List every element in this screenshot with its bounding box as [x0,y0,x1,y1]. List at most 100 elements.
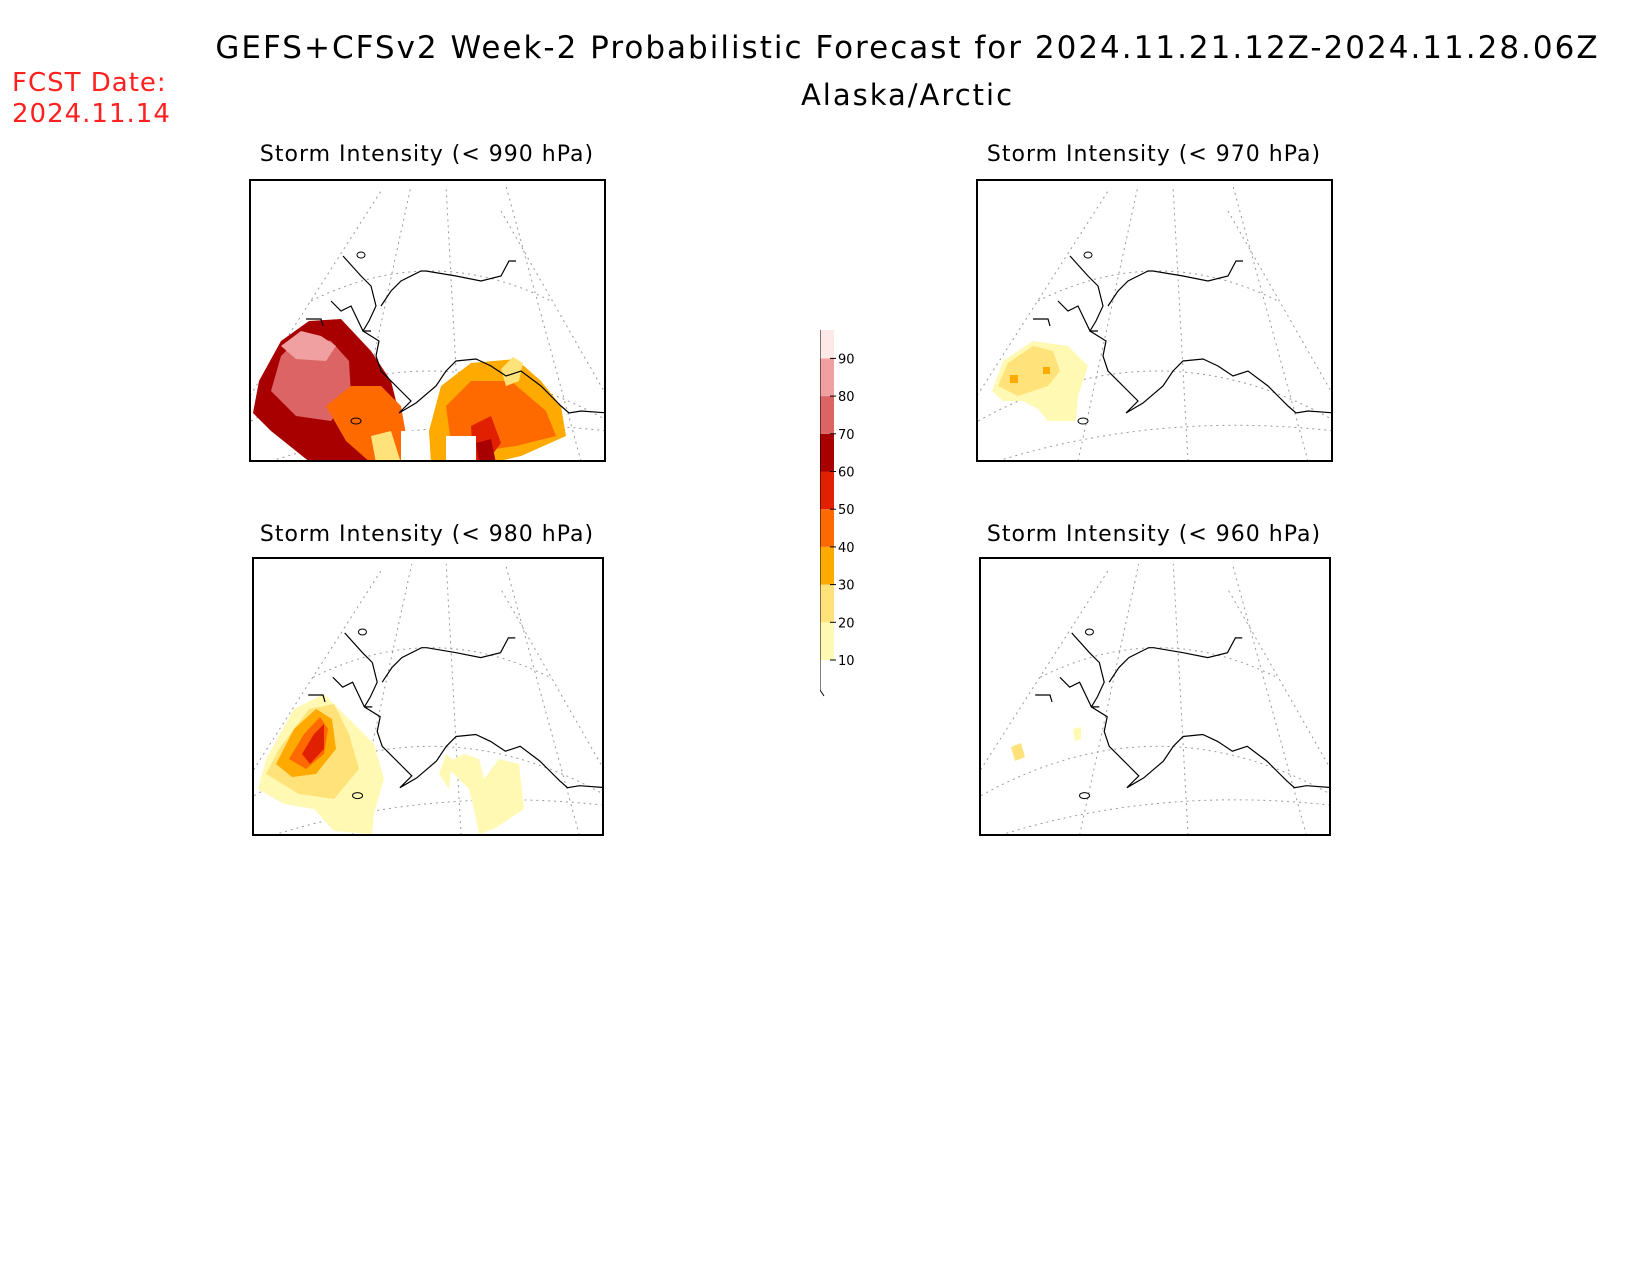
probability-fill-970 [992,341,1088,421]
colorbar-label-20: 20 [838,616,855,631]
colorbar-label-70: 70 [838,428,855,443]
map-990-svg [251,185,604,460]
shade-960-b [1073,727,1081,741]
coastline-peninsula [1035,694,1053,703]
parallel-line [1002,799,1329,834]
region-subtitle: Alaska/Arctic [800,78,1015,112]
map-960-svg [981,563,1329,834]
coastline-west [1057,300,1098,332]
coastline-west [330,300,371,332]
island [1083,251,1093,259]
coastline [342,255,604,414]
shade-970-orange-a [1010,375,1018,383]
panel-title-990: Storm Intensity (< 990 hPa) [259,142,595,167]
colorbar-label-30: 30 [838,579,855,594]
panel-title-970: Storm Intensity (< 970 hPa) [986,142,1322,167]
parallel-line [1039,647,1278,678]
coastline [1071,632,1329,789]
meridian-line [978,190,1109,396]
colorbar-label-40: 40 [838,541,855,556]
probability-fill-990 [253,319,566,460]
meridian-line [1227,210,1331,393]
coastline-peninsula [1033,318,1051,327]
map-980-svg [254,563,602,834]
island [357,628,367,636]
parallel-line [312,647,551,678]
shade-990-east-yellow [501,357,523,386]
meridian-line [500,588,602,768]
island [1084,628,1094,636]
parallel-line [310,270,552,302]
forecast-date-label: FCST Date: [12,68,167,98]
colorbar-box-20 [820,584,834,623]
shade-960-a [1011,743,1025,761]
parallel-line [275,799,602,834]
coastline-north [381,637,516,683]
colorbar-box-80 [820,358,834,397]
shade-990-pink [271,336,351,421]
shade-990-east-dark [476,439,496,460]
shade-990-yellow-w [371,431,401,460]
island [356,251,366,259]
meridian-line [251,190,382,396]
meridian-line [981,568,1110,771]
meridian-line [445,563,462,834]
meridian-line [1079,563,1140,834]
shade-970-orange-b [1043,367,1050,374]
colorbar-box-10 [820,622,834,660]
shade-980-east-pale [444,754,524,834]
colorbar-bottom-triangle [820,660,825,697]
parallel-line [999,424,1331,460]
colorbar-label-90: 90 [838,352,855,367]
parallel-line [1037,270,1279,302]
colorbar-label-80: 80 [838,390,855,405]
colorbar-label-50: 50 [838,503,855,518]
meridian-line [445,185,462,460]
shade-980-east-strip [439,754,452,789]
panel-title-980: Storm Intensity (< 980 hPa) [259,522,595,547]
coastline-peninsula [306,318,324,327]
probability-fill-980 [258,694,524,834]
meridian-line [1232,185,1309,460]
meridian-line [1227,588,1329,768]
colorbar-box-40 [820,509,834,547]
meridian-line [500,210,604,393]
colorbar-box-50 [820,471,834,510]
shade-990-lightpink [281,331,336,361]
colorbar-box-70 [820,396,834,434]
map-panel-960 [979,557,1331,836]
meridian-line [1231,563,1307,834]
meridian-line [1077,185,1139,460]
map-970-svg [978,185,1331,460]
coastline-north [380,260,516,307]
coastline-north [1108,637,1243,683]
forecast-date-value: 2024.11.14 [12,99,171,129]
gap-990-b [446,436,476,460]
meridian-line [1172,563,1189,834]
colorbar-label-60: 60 [838,466,855,481]
map-panel-970 [976,179,1333,462]
panel-title-960: Storm Intensity (< 960 hPa) [986,522,1322,547]
island [1079,792,1091,800]
coastline-west [1059,676,1100,708]
map-panel-980 [252,557,604,836]
colorbar-box-90 [820,330,834,359]
colorbar-box-60 [820,433,834,472]
parallel-line [981,745,1329,797]
island [1077,417,1089,425]
shade-970-yellow [998,346,1060,396]
meridian-line [504,563,580,834]
meridian-line [1172,185,1189,460]
map-panel-990 [249,179,606,462]
gap-990-a [401,431,429,460]
colorbar-box-30 [820,546,834,585]
colorbar: 10 20 30 40 50 60 70 80 90 [820,330,855,697]
island [352,792,364,800]
colorbar-label-10: 10 [838,654,855,669]
shade-980-red [302,724,324,764]
coastline-west [332,676,373,708]
probability-fill-960 [1011,727,1081,761]
island [350,417,362,425]
meridian-line [350,185,412,460]
coastline-peninsula [308,694,326,703]
